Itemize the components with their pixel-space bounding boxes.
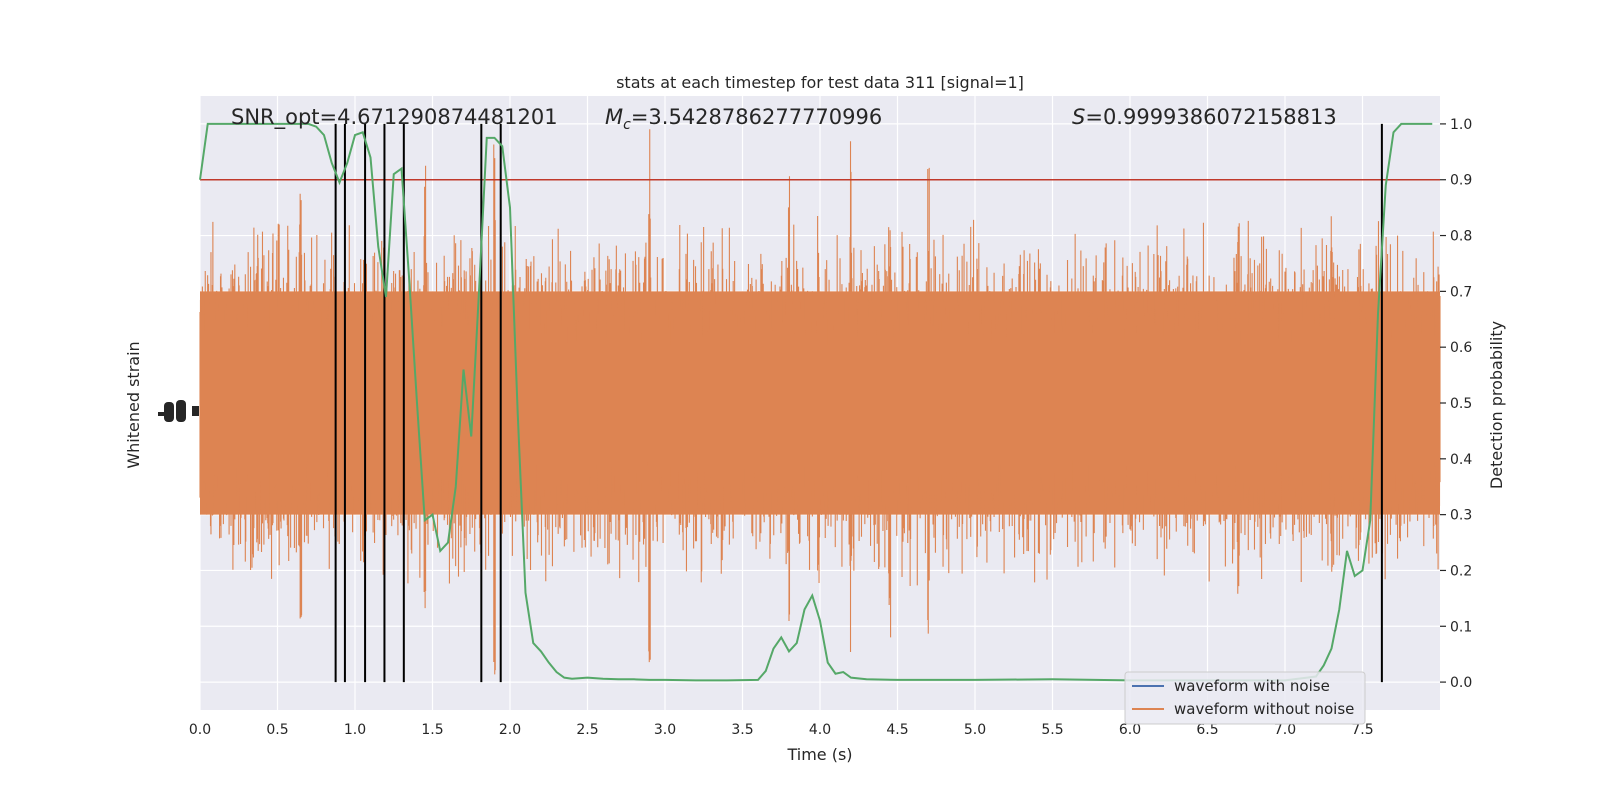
x-tick-3: 1.5 (421, 722, 443, 738)
y-tick-2: 0.2 (1450, 563, 1472, 579)
y-tick-9: 0.9 (1450, 173, 1472, 189)
x-tick-14: 7.0 (1274, 722, 1296, 738)
y-right-tick-labels: 0.0 0.1 0.2 0.3 0.4 0.5 0.6 0.7 0.8 0.9 1.0 (1440, 117, 1472, 691)
x-tick-1: 0.5 (266, 722, 288, 738)
x-tick-2: 1.0 (344, 722, 366, 738)
x-tick-11: 5.5 (1041, 722, 1063, 738)
x-tick-7: 3.5 (731, 722, 753, 738)
x-tick-13: 6.5 (1196, 722, 1218, 738)
strain-series (199, 129, 1441, 675)
y-left-axis-label: Whitened strain (124, 341, 143, 468)
legend: waveform with noise waveform without noi… (1124, 671, 1366, 725)
x-tick-9: 4.5 (886, 722, 908, 738)
x-tick-15: 7.5 (1351, 722, 1373, 738)
x-tick-10: 5.0 (964, 722, 986, 738)
chirp-mass-annotation: Mc=3.5428786277770996 (605, 105, 882, 133)
y-tick-6: 0.6 (1450, 340, 1472, 356)
y-tick-1: 0.1 (1450, 619, 1472, 635)
score-annotation: S=0.9999386072158813 (1072, 105, 1337, 129)
chart-title: stats at each timestep for test data 311… (616, 73, 1024, 92)
legend-label-noise: waveform with noise (1174, 677, 1330, 695)
y-tick-10: 1.0 (1450, 117, 1472, 133)
x-tick-8: 4.0 (809, 722, 831, 738)
legend-label-clean: waveform without noise (1174, 700, 1354, 718)
y-tick-4: 0.4 (1450, 452, 1472, 468)
strain-trace (199, 129, 1441, 675)
y-tick-0: 0.0 (1450, 675, 1472, 691)
trigger-lines (334, 123, 1383, 683)
legend-box (1124, 671, 1366, 725)
y-right-axis-label: Detection probability (1487, 321, 1506, 489)
x-tick-4: 2.0 (499, 722, 521, 738)
left-axis-ticks-overlap (158, 400, 199, 422)
y-tick-8: 0.8 (1450, 229, 1472, 245)
x-tick-labels: 0.0 0.5 1.0 1.5 2.0 2.5 3.0 3.5 4.0 4.5 5.0 5.5 6.0 6… (189, 722, 1374, 738)
x-tick-0: 0.0 (189, 722, 211, 738)
x-axis-label: Time (s) (786, 745, 852, 764)
y-tick-5: 0.5 (1450, 396, 1472, 412)
y-tick-3: 0.3 (1450, 508, 1472, 524)
x-tick-12: 6.0 (1119, 722, 1141, 738)
x-tick-6: 3.0 (654, 722, 676, 738)
snr-annotation: SNR_opt=4.671290874481201 (231, 105, 558, 130)
x-tick-5: 2.5 (576, 722, 598, 738)
y-tick-7: 0.7 (1450, 284, 1472, 300)
